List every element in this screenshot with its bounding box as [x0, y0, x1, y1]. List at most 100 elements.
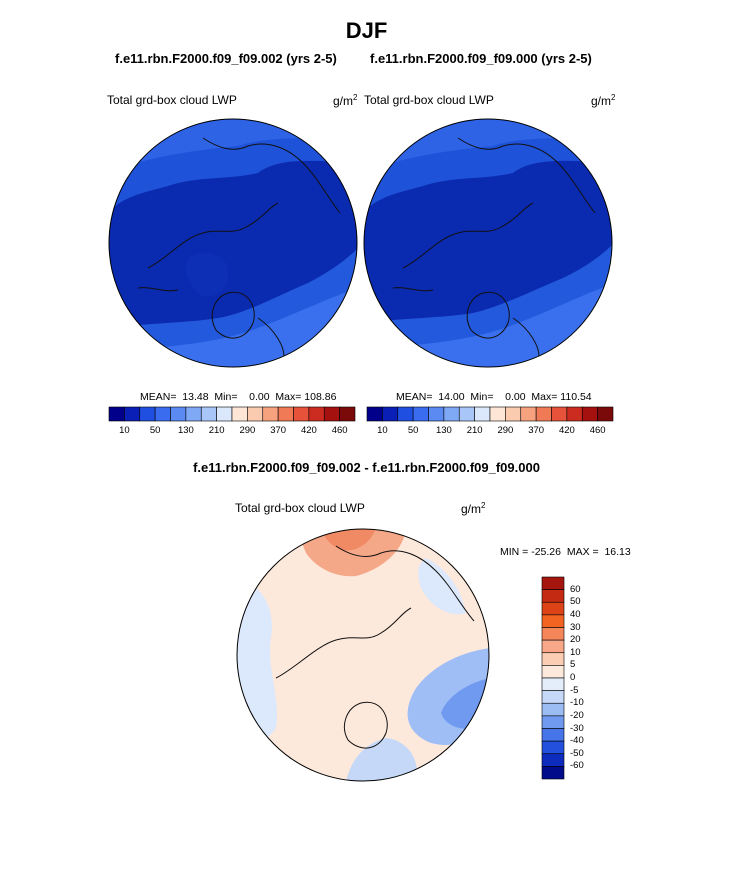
colorbar-swatch [597, 406, 614, 422]
diff-colorbar-tick-label: 5 [570, 659, 576, 671]
colorbar-swatch [293, 406, 310, 422]
left-units-exp: 2 [353, 93, 358, 102]
diff-colorbar-tick-label: -10 [570, 697, 584, 709]
diff-colorbar-tick-label: 40 [570, 608, 581, 620]
colorbar-swatch [108, 406, 125, 422]
left-field-label: Total grd-box cloud LWP [107, 93, 237, 107]
colorbar-swatch [505, 406, 522, 422]
left-units-label: g/m2 [333, 93, 357, 108]
colorbar-tick-label: 130 [177, 425, 194, 436]
colorbar-swatch [308, 406, 325, 422]
colorbar-swatch [154, 406, 171, 422]
diff-colorbar-swatch [541, 677, 565, 691]
diff-colorbar-tick-label: -40 [570, 735, 584, 747]
colorbar-swatch [382, 406, 399, 422]
left-map-greenland-zone [186, 252, 229, 297]
diff-colorbar-swatch [541, 627, 565, 641]
diff-colorbar-swatch [541, 665, 565, 679]
left-map-coastline-north-america [137, 202, 279, 292]
diff-colorbar-ticks: 60 50 40 30 20 10 5 0 -5 -10 -20 -30 -40 -50 -60 [568, 577, 608, 779]
right-map-coastline-north-america [392, 202, 534, 292]
colorbar-tick-label: 460 [331, 425, 348, 436]
diff-colorbar-tick-label: -30 [570, 722, 584, 734]
colorbar-swatch [520, 406, 537, 422]
right-units-label: g/m2 [591, 93, 615, 108]
diff-colorbar-swatch [541, 702, 565, 717]
colorbar-swatch [247, 406, 264, 422]
diff-colorbar-tick-label: -60 [570, 760, 584, 772]
colorbar-swatch [551, 406, 568, 422]
diff-colorbar-swatch [541, 601, 565, 616]
colorbar-tick-label: 10 [119, 425, 130, 436]
colorbar-tick-label: 210 [208, 425, 225, 436]
diff-map-coastline-north-america [275, 607, 412, 679]
diff-minmax: MIN = -25.26 MAX = 16.13 [500, 546, 631, 558]
colorbar-tick-label: 370 [528, 425, 545, 436]
diff-colorbar-tick-label: -50 [570, 747, 584, 759]
diff-title: f.e11.rbn.F2000.f09_f09.002 - f.e11.rbn.… [193, 460, 540, 475]
colorbar-swatch [566, 406, 583, 422]
right-units-exp: 2 [611, 93, 616, 102]
left-units-base: g/m [333, 94, 354, 108]
right-stats: MEAN= 14.00 Min= 0.00 Max= 110.54 [396, 391, 592, 403]
left-colorbar [108, 406, 356, 422]
colorbar-swatch [397, 406, 414, 422]
colorbar-tick-label: 50 [407, 425, 419, 436]
colorbar-swatch [581, 406, 598, 422]
colorbar-tick-label: 370 [270, 425, 287, 436]
right-polar-map [363, 118, 613, 368]
colorbar-swatch [443, 406, 460, 422]
colorbar-swatch [139, 406, 156, 422]
left-run-title: f.e11.rbn.F2000.f09_f09.002 (yrs 2-5) [115, 51, 337, 66]
diff-colorbar [541, 576, 565, 780]
colorbar-swatch [323, 406, 340, 422]
diff-polar-map [236, 528, 490, 782]
diff-map-pos-top-core [321, 529, 376, 551]
diff-map-neg-top-right [418, 558, 466, 615]
diff-colorbar-swatch [541, 728, 565, 742]
colorbar-swatch [458, 406, 475, 422]
colorbar-swatch [124, 406, 141, 422]
diff-colorbar-swatch [541, 690, 565, 704]
colorbar-tick-label: 10 [377, 425, 388, 436]
diff-colorbar-tick-label: 20 [570, 634, 581, 646]
colorbar-tick-label: 420 [300, 425, 317, 436]
diff-colorbar-swatch [541, 614, 565, 628]
diff-colorbar-tick-label: 0 [570, 672, 576, 683]
left-polar-map [108, 118, 358, 368]
colorbar-swatch [339, 406, 356, 422]
colorbar-swatch [277, 406, 294, 422]
colorbar-swatch [412, 406, 429, 422]
colorbar-tick-label: 290 [239, 425, 256, 436]
diff-units-label: g/m2 [461, 501, 485, 516]
colorbar-tick-label: 420 [558, 425, 575, 436]
diff-colorbar-tick-label: -5 [570, 684, 579, 696]
diff-colorbar-swatch [541, 639, 565, 654]
diff-colorbar-tick-label: -20 [570, 709, 584, 721]
diff-colorbar-tick-label: 50 [570, 596, 581, 608]
right-colorbar [366, 406, 614, 422]
right-colorbar-ticks: 10 50 130 210 290 370 420 460 [367, 425, 613, 437]
colorbar-tick-label: 50 [149, 425, 161, 436]
diff-colorbar-swatch [541, 652, 565, 666]
diff-map-neg-bottom [346, 738, 417, 781]
diff-units-base: g/m [461, 502, 482, 516]
right-map-band-atlantic-edge [364, 284, 612, 367]
colorbar-swatch [216, 406, 233, 422]
season-title: DJF [345, 18, 388, 43]
diff-colorbar-swatch [541, 753, 565, 767]
left-stats: MEAN= 13.48 Min= 0.00 Max= 108.86 [140, 391, 337, 403]
left-map-band-atlantic-edge [109, 288, 357, 367]
diff-colorbar-swatch [541, 576, 565, 590]
right-units-base: g/m [591, 94, 612, 108]
colorbar-swatch [262, 406, 279, 422]
diff-colorbar-swatch [541, 589, 565, 603]
colorbar-tick-label: 460 [589, 425, 606, 436]
colorbar-tick-label: 130 [435, 425, 452, 436]
colorbar-swatch [474, 406, 491, 422]
colorbar-swatch [428, 406, 445, 422]
diff-colorbar-swatch [541, 715, 565, 729]
colorbar-swatch [366, 406, 383, 422]
colorbar-swatch [489, 406, 506, 422]
colorbar-swatch [231, 406, 248, 422]
